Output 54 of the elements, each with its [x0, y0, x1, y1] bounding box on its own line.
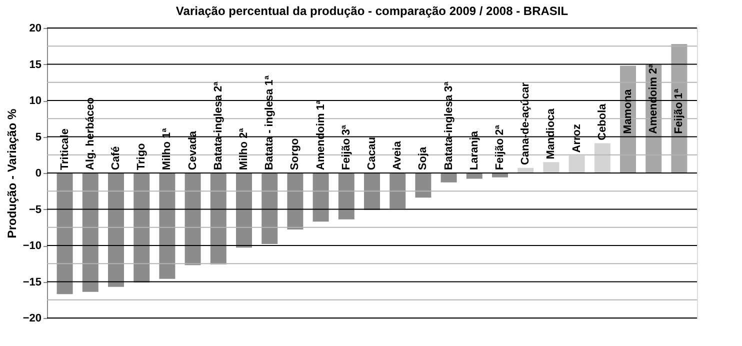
y-axis-title: Produção - Variação %	[4, 108, 19, 238]
x-tick-label: Soja	[417, 146, 430, 170]
bar	[56, 173, 73, 294]
x-tick-label: Feijão 2ª	[494, 124, 506, 170]
bar	[440, 173, 457, 182]
bar	[466, 173, 482, 179]
bar	[568, 156, 585, 173]
x-tick-label: Batata-inglesa 2ª	[212, 80, 224, 170]
y-tick-label: 20	[29, 22, 42, 34]
bar	[492, 173, 508, 178]
bar	[390, 173, 406, 209]
bar	[159, 173, 176, 279]
x-tick-label: Alg. herbáceo	[84, 97, 96, 170]
bar	[594, 143, 610, 173]
bar	[312, 173, 329, 222]
bar	[415, 173, 432, 198]
x-tick-label: Batata-inglesa 3ª	[442, 80, 455, 170]
x-tick-label: Mamona	[622, 88, 634, 134]
x-tick-label: Laranja	[468, 130, 480, 170]
x-tick-label: Amendoim 2ª	[648, 62, 660, 134]
chart-title: Variação percentual da produção - comparação 2009 / 2008 - BRASIL	[176, 4, 568, 18]
y-tick-label: −10	[22, 240, 42, 252]
x-tick-label: Café	[110, 146, 122, 170]
x-tick-label: Cebola	[596, 102, 608, 140]
x-tick-label: Sorgo	[289, 138, 302, 170]
bar	[262, 173, 278, 244]
x-tick-label: Cana-de-açúcar	[520, 82, 532, 166]
bar	[184, 173, 201, 266]
y-tick-label: 15	[29, 58, 42, 71]
y-tick-label: 0	[35, 168, 42, 180]
y-tick-label: 10	[29, 95, 42, 107]
x-tick-label: Aveia	[392, 140, 404, 170]
bar	[210, 173, 226, 264]
bar	[134, 173, 150, 282]
y-tick-label: −5	[28, 204, 42, 216]
bar	[236, 173, 252, 248]
x-tick-label: Cacau	[366, 137, 378, 170]
y-tick-label: −15	[22, 276, 42, 288]
x-tick-label: Arroz	[570, 123, 583, 153]
x-tick-label: Batata - inglesa 1ª	[264, 74, 276, 170]
bar	[108, 173, 124, 287]
x-tick-label: Triticale	[58, 128, 71, 170]
x-tick-label: Feijão 3ª	[340, 124, 352, 170]
y-tick-label: −20	[22, 312, 42, 324]
bar	[364, 173, 380, 210]
x-tick-label: Trigo	[136, 142, 148, 170]
bar	[82, 173, 98, 292]
x-tick-label: Mandioca	[545, 108, 558, 160]
bar	[543, 162, 560, 173]
bar	[287, 173, 304, 230]
y-tick-label: 5	[35, 131, 42, 144]
x-tick-label: Cevada	[186, 130, 199, 170]
bar	[338, 173, 354, 220]
x-tick-label: Feijão 1ª	[673, 88, 686, 134]
